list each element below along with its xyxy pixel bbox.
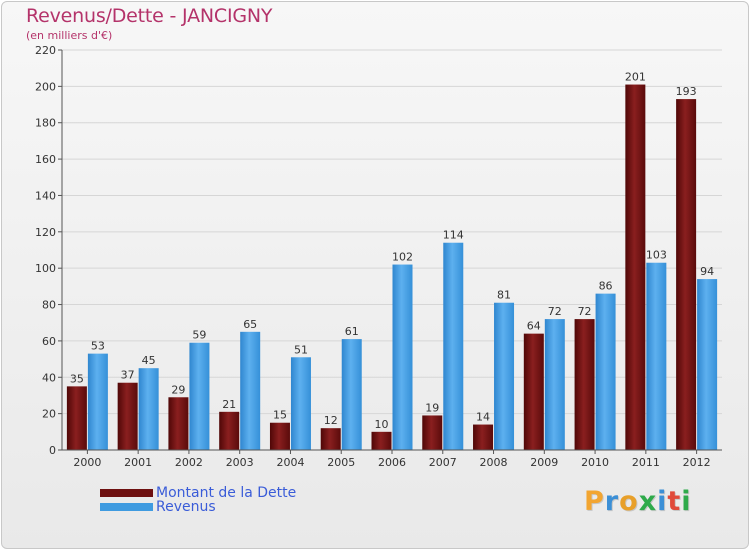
bar-revenus <box>290 357 311 450</box>
data-label: 103 <box>646 249 667 262</box>
x-tick-label: 2006 <box>378 456 406 469</box>
y-tick-label: 40 <box>42 371 56 384</box>
data-label: 12 <box>324 414 338 427</box>
y-tick-label: 20 <box>42 408 56 421</box>
y-axis: 0 20 40 60 80 100 120 140 160 180 200 220 <box>35 44 63 457</box>
bar-revenus <box>87 353 108 450</box>
data-label: 14 <box>476 411 490 424</box>
bar-dette <box>66 386 87 450</box>
y-tick-label: 180 <box>35 117 56 130</box>
bar-dette <box>676 99 697 450</box>
x-tick-label: 2009 <box>530 456 558 469</box>
data-label: 51 <box>294 343 308 356</box>
x-tick-label: 2003 <box>226 456 254 469</box>
bar-revenus <box>494 302 515 450</box>
x-tick-label: 2011 <box>632 456 660 469</box>
data-label: 21 <box>222 398 236 411</box>
logo-letter: r <box>604 486 620 517</box>
bar-revenus <box>189 342 210 450</box>
bar-dette <box>371 431 392 450</box>
data-label: 61 <box>345 325 359 338</box>
bar-dette <box>320 428 341 450</box>
bar-dette <box>219 411 240 450</box>
proxiti-logo: Proxiti <box>584 486 692 517</box>
bar-revenus <box>646 262 667 450</box>
bar-dette <box>422 415 443 450</box>
data-label: 201 <box>625 71 646 84</box>
x-tick-label: 2008 <box>480 456 508 469</box>
data-label: 114 <box>443 229 464 242</box>
data-label: 193 <box>676 85 697 98</box>
data-label: 64 <box>527 320 541 333</box>
data-label: 65 <box>243 318 257 331</box>
logo-letter: P <box>584 486 605 517</box>
bar-revenus <box>443 242 464 450</box>
data-label: 81 <box>497 289 511 302</box>
bar-dette <box>269 422 290 450</box>
chart-title: Revenus/Dette - JANCIGNY <box>26 5 273 27</box>
bar-revenus <box>341 339 362 450</box>
y-tick-label: 100 <box>35 262 56 275</box>
x-tick-label: 2000 <box>73 456 101 469</box>
data-label: 53 <box>91 340 105 353</box>
data-label: 29 <box>171 383 185 396</box>
bars: 35 53 37 45 29 59 21 65 15 51 12 61 10 102 19 114 14 81 64… <box>66 71 718 450</box>
bar-dette <box>574 319 595 450</box>
logo-letter: i <box>657 486 668 517</box>
data-label: 19 <box>425 401 439 414</box>
x-tick-label: 2004 <box>276 456 304 469</box>
data-label: 45 <box>142 354 156 367</box>
bar-revenus <box>138 368 159 450</box>
data-label: 94 <box>700 265 714 278</box>
x-axis: 2000 2001 2002 2003 2004 2005 2006 2007 2008 2009… <box>62 449 722 469</box>
bar-dette <box>473 424 494 450</box>
x-tick-label: 2005 <box>327 456 355 469</box>
bar-dette <box>117 382 138 450</box>
logo-letter: x <box>638 486 658 517</box>
y-tick-label: 200 <box>35 80 56 93</box>
bar-revenus <box>392 264 413 450</box>
x-tick-label: 2010 <box>581 456 609 469</box>
y-tick-label: 60 <box>42 335 56 348</box>
data-label: 102 <box>392 251 413 264</box>
x-tick-label: 2012 <box>683 456 711 469</box>
bar-revenus <box>697 279 718 450</box>
bar-revenus <box>240 331 261 450</box>
bar-revenus <box>544 319 565 450</box>
bar-dette <box>625 84 646 450</box>
data-label: 10 <box>375 418 389 431</box>
legend-swatch-revenus <box>100 503 153 511</box>
bar-revenus <box>595 293 616 450</box>
x-tick-label: 2001 <box>124 456 152 469</box>
y-tick-label: 160 <box>35 153 56 166</box>
y-tick-label: 0 <box>49 444 56 457</box>
chart-subtitle: (en milliers d'€) <box>26 29 113 42</box>
legend-swatch-debt <box>100 489 153 497</box>
x-tick-label: 2007 <box>429 456 457 469</box>
data-label: 59 <box>192 329 206 342</box>
legend-label-revenus: Revenus <box>156 499 216 515</box>
y-tick-label: 120 <box>35 226 56 239</box>
y-tick-label: 80 <box>42 299 56 312</box>
data-label: 72 <box>548 305 562 318</box>
data-label: 86 <box>599 280 613 293</box>
legend-label-debt: Montant de la Dette <box>156 485 297 501</box>
logo-letter: i <box>681 486 692 517</box>
logo-letter: t <box>667 486 682 517</box>
data-label: 35 <box>70 372 84 385</box>
y-tick-label: 220 <box>35 44 56 57</box>
bar-dette <box>168 397 189 450</box>
x-tick-label: 2002 <box>175 456 203 469</box>
data-label: 72 <box>578 305 592 318</box>
data-label: 15 <box>273 409 287 422</box>
bar-dette <box>523 333 544 450</box>
data-label: 37 <box>121 369 135 382</box>
y-tick-label: 140 <box>35 189 56 202</box>
logo-letter: o <box>619 486 639 517</box>
